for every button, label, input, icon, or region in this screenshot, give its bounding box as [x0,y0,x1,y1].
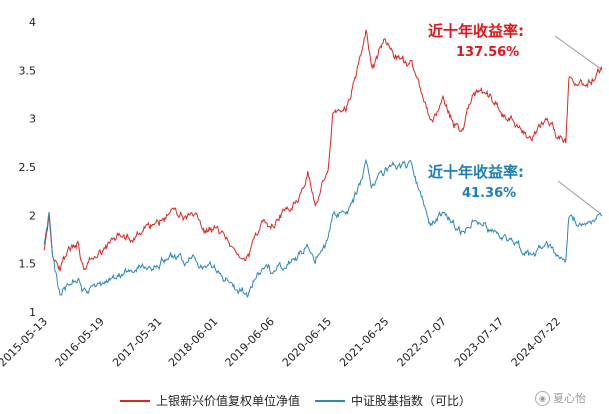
series-line-0 [43,29,603,272]
annotation-value: 41.36% [462,186,516,201]
x-tick-label: 2023-07-17 [452,315,506,369]
x-tick-label: 2017-05-31 [110,315,164,369]
x-tick-label: 2024-07-22 [509,315,563,369]
y-tick-label: 3 [29,113,36,126]
legend-swatch-index [315,399,345,402]
y-tick-label: 4 [29,16,36,29]
weibo-icon: ◉ [535,390,550,406]
y-tick-label: 1 [29,306,36,319]
x-tick-label: 2021-06-25 [337,315,391,369]
y-axis: 1 1.5 2 2.5 3 3.5 4 [19,16,37,319]
series-layer [43,29,603,299]
legend-item-index: 中证股基指数（可比） [315,392,471,409]
x-axis: 2015-05-13 2016-05-19 2017-05-31 2018-06-01… [0,315,563,369]
legend: 上银新兴价值复权单位净值 中证股基指数（可比） [0,390,609,410]
watermark-text: 夏心怡 [553,392,586,405]
legend-label-fund: 上银新兴价值复权单位净值 [156,394,301,408]
y-tick-label: 2.5 [19,161,37,174]
y-tick-label: 3.5 [19,64,37,77]
y-tick-label: 1.5 [19,258,37,271]
annotation-title: 近十年收益率: [428,163,524,181]
legend-label-index: 中证股基指数（可比） [351,394,472,408]
x-tick-label: 2022-07-07 [395,315,449,369]
x-tick-label: 2015-05-13 [0,315,50,369]
x-tick-label: 2018-06-01 [166,315,220,369]
annotation-leader-line [557,180,601,214]
series-line-1 [43,158,603,299]
x-tick-label: 2020-06-15 [280,315,334,369]
y-tick-label: 2 [29,209,36,222]
annotation-layer: 近十年收益率: 137.56% 近十年收益率: 41.36% [428,22,601,214]
legend-item-fund: 上银新兴价值复权单位净值 [120,392,300,409]
annotation-value: 137.56% [456,45,519,60]
legend-swatch-fund [120,399,150,402]
annotation-title: 近十年收益率: [428,22,524,40]
x-tick-label: 2016-05-19 [53,315,107,369]
x-tick-label: 2019-06-06 [223,315,277,369]
annotation-leader-line [554,35,601,69]
watermark: ◉ 夏心怡 [535,390,586,406]
